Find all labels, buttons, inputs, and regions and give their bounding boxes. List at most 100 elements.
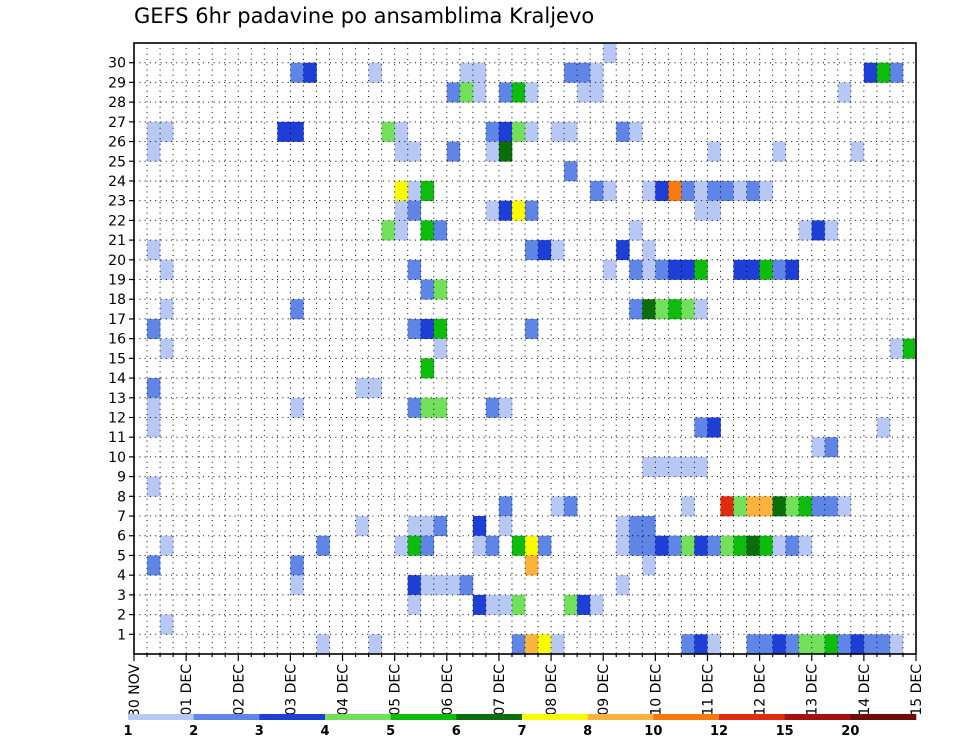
heatmap-cell xyxy=(564,62,578,83)
legend-label: 3 xyxy=(255,724,264,739)
heatmap-cell xyxy=(394,141,408,162)
y-tick-label: 12 xyxy=(108,410,126,426)
legend-swatch xyxy=(522,714,588,720)
heatmap-cell xyxy=(707,200,721,221)
heatmap-cell xyxy=(642,240,656,261)
heatmap-cell xyxy=(876,62,891,83)
heatmap-cell xyxy=(681,456,695,477)
y-tick-label: 6 xyxy=(117,529,126,545)
heatmap-cell xyxy=(824,220,839,241)
heatmap-cell xyxy=(525,82,539,103)
heatmap-cell xyxy=(147,476,161,497)
heatmap-cell xyxy=(433,279,448,300)
heatmap-cell xyxy=(147,121,161,142)
heatmap-cell xyxy=(511,82,526,103)
legend-swatch xyxy=(719,714,785,720)
heatmap-cell xyxy=(394,121,408,142)
heatmap-cell xyxy=(694,200,708,221)
heatmap-cell xyxy=(420,220,435,241)
heatmap-cell xyxy=(733,535,747,556)
heatmap-cell xyxy=(485,200,500,221)
y-tick-label: 19 xyxy=(108,273,126,289)
heatmap-cell xyxy=(642,516,656,537)
heatmap-cell xyxy=(681,535,695,556)
legend-swatch xyxy=(128,714,194,720)
heatmap-cell xyxy=(485,121,500,142)
heatmap-cell xyxy=(420,180,435,201)
legend-swatch xyxy=(587,714,654,720)
heatmap-cell xyxy=(290,121,304,142)
x-tick-label: 13 DEC xyxy=(805,664,821,716)
heatmap-cell xyxy=(629,121,643,142)
heatmap-cell xyxy=(642,555,656,576)
y-tick-label: 14 xyxy=(108,371,126,387)
heatmap-cell xyxy=(433,575,448,596)
x-tick-label: 15 DEC xyxy=(909,664,925,716)
heatmap-cell xyxy=(472,535,487,556)
heatmap-cell xyxy=(433,220,448,241)
heatmap-cell xyxy=(160,259,174,280)
heatmap-cell xyxy=(564,161,578,182)
y-tick-label: 13 xyxy=(108,391,126,407)
y-tick-label: 11 xyxy=(108,430,126,446)
legend-swatch xyxy=(325,714,391,720)
legend-swatch xyxy=(390,714,457,720)
legend-label: 20 xyxy=(841,724,859,739)
heatmap-cell xyxy=(720,496,734,517)
heatmap-cell xyxy=(733,259,747,280)
heatmap-cell xyxy=(394,535,408,556)
heatmap-cell xyxy=(525,318,539,339)
heatmap-cell xyxy=(538,634,552,655)
heatmap-cell xyxy=(603,259,617,280)
heatmap-cell xyxy=(394,220,408,241)
heatmap-cell xyxy=(147,318,161,339)
heatmap-cell xyxy=(824,437,839,458)
heatmap-cell xyxy=(485,594,500,615)
heatmap-cell xyxy=(498,82,513,103)
heatmap-cell xyxy=(798,634,813,655)
heatmap-cell xyxy=(616,575,630,596)
heatmap-cell xyxy=(772,634,786,655)
heatmap-cell xyxy=(707,535,721,556)
heatmap-cell xyxy=(902,338,917,359)
legend-swatch xyxy=(784,714,851,720)
heatmap-cell xyxy=(147,240,161,261)
heatmap-cell xyxy=(381,220,395,241)
heatmap-cell xyxy=(785,496,799,517)
heatmap-cell xyxy=(629,259,643,280)
heatmap-cell xyxy=(485,397,500,418)
y-tick-label: 28 xyxy=(108,95,126,111)
legend-label: 7 xyxy=(517,724,526,739)
heatmap-cell xyxy=(459,62,474,83)
y-tick-label: 3 xyxy=(117,588,126,604)
heatmap-cell xyxy=(525,555,539,576)
heatmap-cell xyxy=(564,594,578,615)
heatmap-cell xyxy=(590,594,604,615)
y-tick-label: 30 xyxy=(108,56,126,72)
legend-label: 1 xyxy=(123,724,132,739)
y-tick-label: 16 xyxy=(108,332,126,348)
heatmap-cell xyxy=(407,594,422,615)
heatmap-cell xyxy=(811,496,826,517)
heatmap-cell xyxy=(655,259,669,280)
heatmap-cell xyxy=(551,240,565,261)
heatmap-cell xyxy=(498,200,513,221)
heatmap-cell xyxy=(876,634,891,655)
heatmap-cell xyxy=(525,634,539,655)
heatmap-cell xyxy=(368,378,382,399)
heatmap-cell xyxy=(759,180,773,201)
heatmap-cell xyxy=(446,575,461,596)
y-tick-label: 23 xyxy=(108,194,126,210)
legend-label: 15 xyxy=(776,724,794,739)
heatmap-cell xyxy=(147,417,161,438)
heatmap-cell xyxy=(511,535,526,556)
heatmap-cell xyxy=(381,121,395,142)
y-tick-label: 2 xyxy=(117,608,126,624)
heatmap-cell xyxy=(147,141,161,162)
y-tick-label: 1 xyxy=(117,627,126,643)
x-tick-label: 03 DEC xyxy=(283,664,299,716)
heatmap-cell xyxy=(811,437,826,458)
y-tick-label: 27 xyxy=(108,115,126,131)
heatmap-cell xyxy=(824,496,839,517)
heatmap-cell xyxy=(147,378,161,399)
